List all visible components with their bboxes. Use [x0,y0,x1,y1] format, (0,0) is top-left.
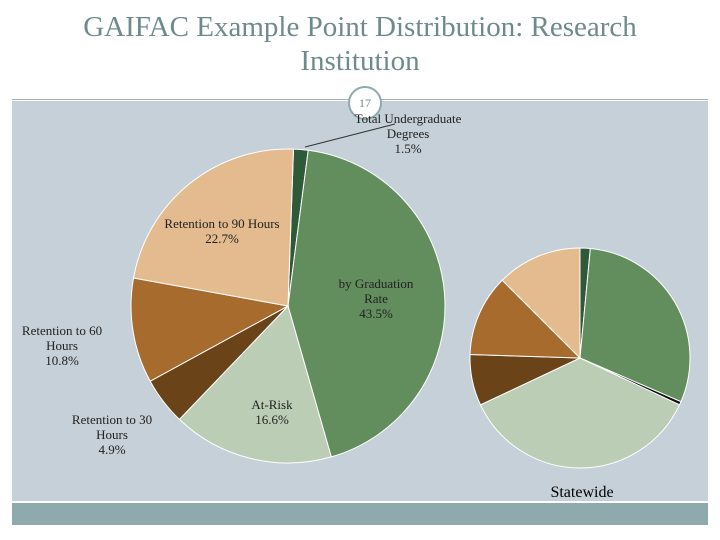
pie-slice [130,277,290,382]
slice-value-label: 43.5% [359,306,393,321]
pie-slice [178,305,332,464]
leader-line [304,123,396,148]
slice-value-label: 1.5% [394,141,422,156]
slice-label: Retention to 30 Hours [71,412,153,442]
slice-value-label: 22.7% [205,231,239,246]
slice-value-label: 10.8% [45,353,79,368]
pie-slice [501,247,581,360]
pie-slice [469,279,582,359]
slice-label: by Graduation Rate [338,276,414,306]
slice-label: At-Risk [251,397,293,412]
slide-title: GAIFAC Example Point Distribution: Resea… [83,11,637,77]
slide-number: 17 [348,86,382,120]
pie-slice [287,149,446,458]
pie-slice [579,247,691,403]
pie-slice [132,148,294,307]
slice-label: Total Undergraduate Degrees [354,111,462,141]
pie-title: Statewide [550,484,613,501]
pie-slice [479,357,681,469]
slice-value-label: 4.9% [98,442,126,457]
bottom-bar [12,503,708,525]
slice-label: Retention to 90 Hours [164,216,280,231]
slice-value-label: 16.6% [255,412,289,427]
slice-label: Retention to 60 Hours [21,323,103,353]
